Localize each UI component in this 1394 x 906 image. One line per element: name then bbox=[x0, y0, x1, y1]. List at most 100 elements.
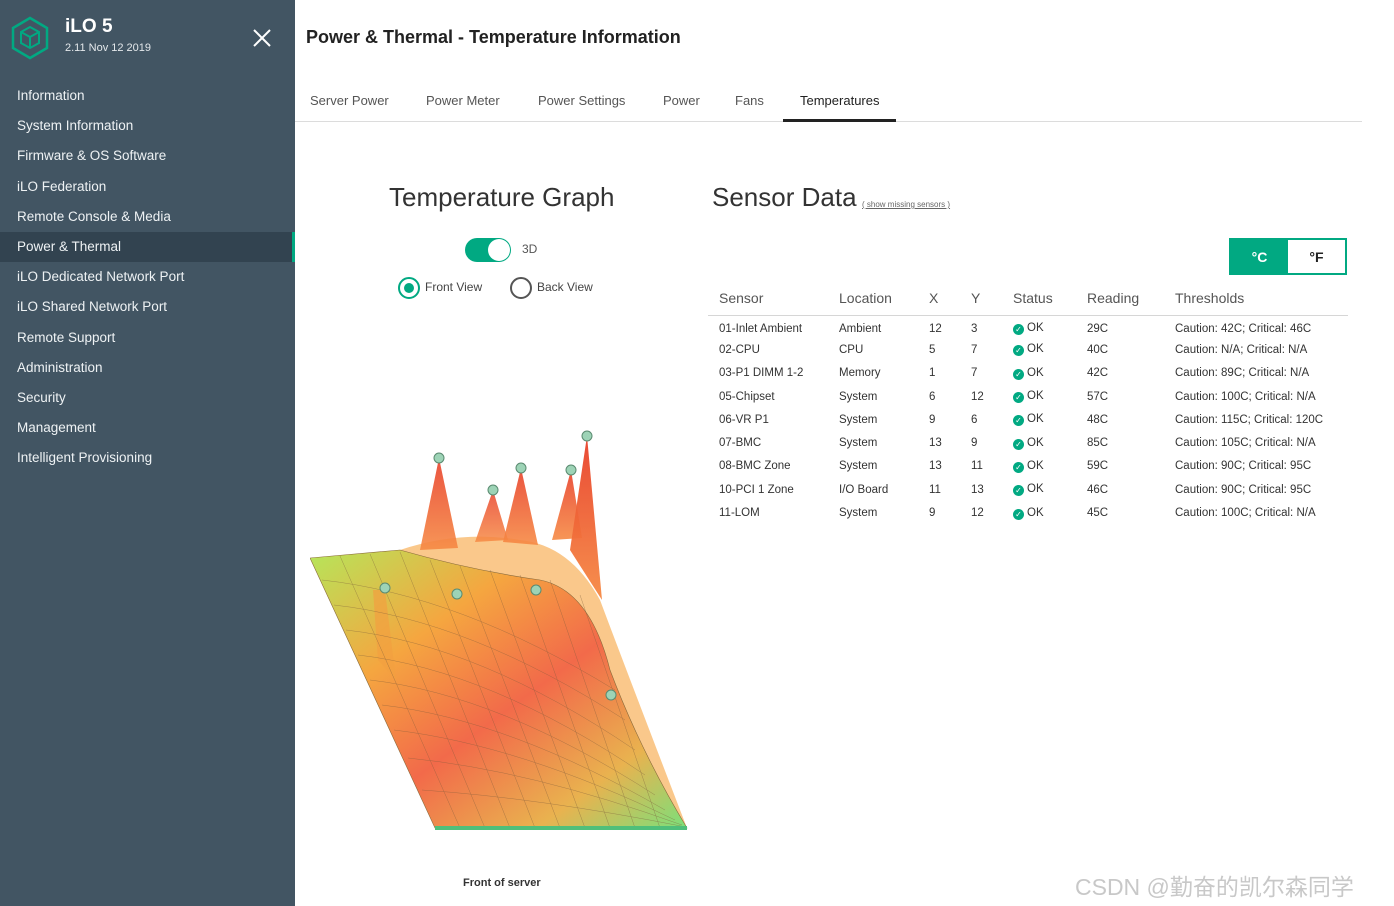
sensor-reading-cell: 42C bbox=[1087, 367, 1109, 380]
page-title: Power & Thermal - Temperature Informatio… bbox=[306, 27, 681, 47]
sensor-marker[interactable] bbox=[451, 588, 463, 600]
show-missing-sensors-link[interactable]: ( show missing sensors ) bbox=[862, 200, 951, 209]
sidebar-item-system-information[interactable]: System Information bbox=[17, 118, 134, 134]
temperature-3d-surface-graph[interactable] bbox=[310, 420, 695, 835]
sensor-marker[interactable] bbox=[565, 464, 577, 476]
sensor-y-cell: 7 bbox=[971, 343, 978, 356]
sensor-table-body: 01-Inlet Ambient Ambient 12 3 ✓ OK 29C Caution:… bbox=[708, 315, 1348, 525]
tab-bar: Server Power Power Meter Power Settings … bbox=[295, 80, 1362, 122]
tab-power-settings[interactable]: Power Settings bbox=[538, 93, 626, 108]
sidebar-item-management[interactable]: Management bbox=[17, 420, 96, 436]
status-text: OK bbox=[1027, 459, 1044, 472]
check-circle-icon: ✓ bbox=[1013, 461, 1024, 473]
sensor-marker[interactable] bbox=[487, 484, 499, 496]
check-circle-icon: ✓ bbox=[1013, 324, 1024, 336]
sensor-location-cell: System bbox=[839, 507, 878, 520]
sensor-location-cell: CPU bbox=[839, 343, 864, 356]
sensor-marker[interactable] bbox=[433, 452, 445, 464]
sensor-y-cell: 12 bbox=[971, 507, 984, 520]
sensor-reading-cell: 59C bbox=[1087, 460, 1109, 473]
surface-grid bbox=[321, 551, 687, 829]
sensor-name-cell: 01-Inlet Ambient bbox=[719, 322, 803, 335]
sidebar-item-intelligent-provisioning[interactable]: Intelligent Provisioning bbox=[17, 450, 153, 466]
peak-2 bbox=[475, 490, 508, 542]
brand-header: iLO 5 2.11 Nov 12 2019 bbox=[0, 0, 295, 78]
sensor-marker[interactable] bbox=[515, 462, 527, 474]
sensor-thresholds-cell: Caution: 115C; Critical: 120C bbox=[1175, 413, 1324, 426]
sensor-thresholds-cell: Caution: 90C; Critical: 95C bbox=[1175, 483, 1312, 496]
column-header-status[interactable]: Status bbox=[1002, 280, 1076, 316]
sensor-x-cell: 12 bbox=[929, 322, 942, 335]
watermark: CSDN @勤奋的凯尔森同学 bbox=[1075, 874, 1354, 900]
sensor-reading-cell: 48C bbox=[1087, 413, 1109, 426]
3d-toggle-label: 3D bbox=[522, 242, 538, 256]
sensor-x-cell: 1 bbox=[929, 367, 936, 380]
column-header-location[interactable]: Location bbox=[828, 280, 918, 316]
front-view-radio[interactable] bbox=[398, 277, 420, 299]
sidebar-item-firmware-os-software[interactable]: Firmware & OS Software bbox=[17, 148, 167, 164]
tab-power-meter[interactable]: Power Meter bbox=[426, 93, 500, 108]
sensor-y-cell: 11 bbox=[971, 460, 983, 473]
sensor-marker[interactable] bbox=[530, 584, 542, 596]
tab-power[interactable]: Power bbox=[663, 93, 700, 108]
sensor-name-cell: 10-PCI 1 Zone bbox=[719, 483, 794, 496]
column-header-x[interactable]: X bbox=[918, 280, 960, 316]
peak-3 bbox=[503, 468, 538, 545]
tab-server-power[interactable]: Server Power bbox=[310, 93, 389, 108]
sensor-y-cell: 3 bbox=[971, 322, 978, 335]
sensor-marker[interactable] bbox=[605, 689, 617, 701]
celsius-button[interactable]: °C bbox=[1231, 240, 1288, 273]
table-row: 02-CPU CPU 5 7 ✓ OK 40C Caution: N/A; Critical:… bbox=[708, 338, 1348, 361]
sensor-thresholds-cell: Caution: 105C; Critical: N/A bbox=[1175, 437, 1316, 450]
sidebar-item-remote-support[interactable]: Remote Support bbox=[17, 329, 116, 345]
table-row: 03-P1 DIMM 1-2 Memory 1 7 ✓ OK 42C Caution: 89C… bbox=[708, 362, 1348, 385]
back-view-radio[interactable] bbox=[510, 277, 532, 299]
sensor-marker[interactable] bbox=[379, 582, 391, 594]
sensor-y-cell: 12 bbox=[971, 390, 984, 403]
status-text: OK bbox=[1027, 322, 1044, 335]
sensor-name-cell: 03-P1 DIMM 1-2 bbox=[719, 367, 804, 380]
table-row: 06-VR P1 System 9 6 ✓ OK 48C Caution: 115C; Cri… bbox=[708, 408, 1348, 431]
check-circle-icon: ✓ bbox=[1013, 368, 1024, 380]
sidebar-item-ilo-shared-network-port[interactable]: iLO Shared Network Port bbox=[17, 299, 168, 315]
sidebar-item-power-thermal[interactable]: Power & Thermal bbox=[0, 231, 295, 263]
column-header-sensor[interactable]: Sensor bbox=[708, 280, 828, 316]
back-view-label: Back View bbox=[537, 280, 593, 294]
sidebar-item-ilo-dedicated-network-port[interactable]: iLO Dedicated Network Port bbox=[17, 269, 185, 285]
column-header-y[interactable]: Y bbox=[960, 280, 1002, 316]
status-text: OK bbox=[1027, 390, 1044, 403]
sensor-status-cell: ✓ OK bbox=[1002, 408, 1076, 431]
3d-toggle[interactable] bbox=[465, 238, 511, 262]
column-header-reading[interactable]: Reading bbox=[1076, 280, 1164, 316]
sidebar-item-remote-console-media[interactable]: Remote Console & Media bbox=[17, 208, 171, 224]
fahrenheit-button[interactable]: °F bbox=[1288, 240, 1345, 273]
sidebar-item-administration[interactable]: Administration bbox=[17, 359, 103, 375]
sidebar-item-information[interactable]: Information bbox=[17, 88, 85, 103]
front-view-label: Front View bbox=[425, 280, 483, 294]
sensor-name-cell: 05-Chipset bbox=[719, 390, 775, 403]
sensor-location-cell: System bbox=[839, 437, 878, 450]
toggle-knob bbox=[488, 239, 510, 261]
status-text: OK bbox=[1027, 506, 1044, 519]
surface-plane bbox=[310, 549, 688, 829]
column-header-thresholds[interactable]: Thresholds bbox=[1164, 280, 1348, 316]
sensor-name-cell: 11-LOM bbox=[719, 507, 760, 520]
sidebar-item-security[interactable]: Security bbox=[17, 389, 66, 405]
table-row: 10-PCI 1 Zone I/O Board 11 13 ✓ OK 46C Caution:… bbox=[708, 478, 1348, 501]
sensor-thresholds-cell: Caution: 100C; Critical: N/A bbox=[1175, 507, 1316, 520]
sensor-marker[interactable] bbox=[581, 430, 593, 442]
sensor-name-cell: 06-VR P1 bbox=[719, 413, 769, 426]
check-circle-icon: ✓ bbox=[1013, 485, 1024, 497]
sensor-status-cell: ✓ OK bbox=[1002, 338, 1076, 361]
sidebar-item-ilo-federation[interactable]: iLO Federation bbox=[17, 178, 107, 194]
tab-fans[interactable]: Fans bbox=[735, 93, 764, 108]
sensor-status-cell: ✓ OK bbox=[1002, 315, 1076, 338]
check-circle-icon: ✓ bbox=[1013, 415, 1024, 427]
sensor-y-cell: 7 bbox=[971, 367, 978, 380]
close-icon[interactable] bbox=[250, 26, 274, 50]
tab-temperatures[interactable]: Temperatures bbox=[782, 80, 898, 122]
peak-5 bbox=[570, 436, 602, 600]
status-text: OK bbox=[1027, 436, 1044, 449]
sidebar: iLO 5 2.11 Nov 12 2019 Information Syste… bbox=[0, 0, 295, 906]
sensor-status-cell: ✓ OK bbox=[1002, 501, 1076, 524]
